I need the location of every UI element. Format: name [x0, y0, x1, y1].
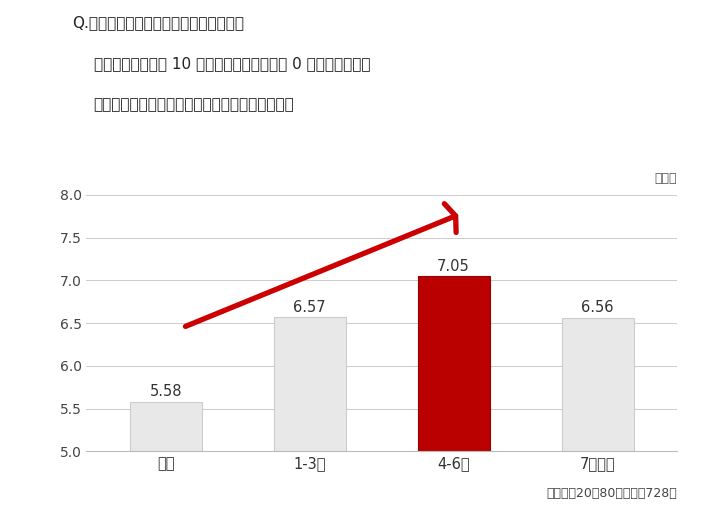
Text: 「とても幸せ」を 10 点、「とても不幸」を 0 点とした場合、: 「とても幸せ」を 10 点、「とても不幸」を 0 点とした場合、	[94, 56, 370, 71]
Text: （点）: （点）	[654, 172, 677, 185]
Bar	[418, 276, 490, 451]
Text: 6.56: 6.56	[581, 301, 614, 315]
Text: 現在の幸福度にあてはまる点数を教えてください: 現在の幸福度にあてはまる点数を教えてください	[94, 97, 294, 112]
Text: 6.57: 6.57	[293, 300, 326, 314]
Text: 7.05: 7.05	[437, 259, 470, 273]
Text: Q.あなたはいま、どの程度幸せですか？: Q.あなたはいま、どの程度幸せですか？	[72, 15, 244, 30]
Text: 5.58: 5.58	[149, 384, 182, 399]
Text: 対象者：20～80代男女　728名: 対象者：20～80代男女 728名	[546, 487, 677, 500]
Bar	[562, 318, 634, 451]
Bar	[274, 317, 346, 451]
Bar	[130, 402, 202, 451]
